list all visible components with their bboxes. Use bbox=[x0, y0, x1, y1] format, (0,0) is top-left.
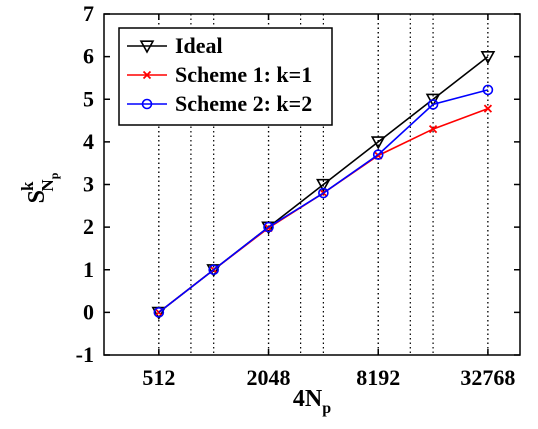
y-label-sup: k bbox=[18, 181, 37, 191]
y-label-sub: N bbox=[38, 179, 57, 192]
x-axis-label: 4Np bbox=[293, 386, 331, 417]
series-line bbox=[158, 107, 489, 314]
data-point bbox=[318, 187, 329, 199]
legend-marker bbox=[139, 40, 155, 54]
x-tick-label: 2048 bbox=[247, 365, 291, 390]
grid-lines bbox=[158, 14, 489, 355]
data-point bbox=[427, 99, 439, 110]
data-point bbox=[208, 264, 219, 276]
legend-marker bbox=[142, 70, 152, 80]
y-label-base: S bbox=[24, 190, 50, 203]
legend-item: Scheme 1: k=1 bbox=[127, 62, 312, 87]
y-tick-label: 7 bbox=[83, 1, 94, 26]
legend-box bbox=[118, 27, 333, 126]
axis-ticks: -1 0 1 2 3 4 5 6 7 512 2048 8192 32768 bbox=[76, 1, 520, 390]
data-point bbox=[372, 149, 384, 160]
data-point bbox=[370, 136, 386, 150]
y-tick-label: 6 bbox=[83, 44, 94, 69]
data-point bbox=[482, 84, 494, 96]
data-point bbox=[480, 51, 496, 65]
y-tick-label: 4 bbox=[83, 129, 94, 154]
x-label-sub: p bbox=[322, 400, 331, 417]
data-point bbox=[425, 93, 441, 107]
series-2 bbox=[153, 84, 494, 318]
x-tick-label: 512 bbox=[142, 365, 175, 390]
y-tick-label: 2 bbox=[83, 214, 94, 239]
y-tick-label: 1 bbox=[83, 257, 94, 282]
legend-label: Scheme 1: k=1 bbox=[175, 62, 312, 87]
x-label-base: 4N bbox=[293, 386, 323, 412]
y-tick-label: 0 bbox=[83, 299, 94, 324]
y-tick-label: -1 bbox=[76, 342, 94, 367]
legend-label: Ideal bbox=[175, 33, 223, 58]
legend-label: Scheme 2: k=2 bbox=[175, 91, 312, 116]
data-point bbox=[153, 307, 165, 318]
legend: Ideal Scheme 1: k=1 Scheme 2: k=2 bbox=[118, 27, 333, 126]
data-point bbox=[263, 221, 274, 233]
legend-marker bbox=[141, 98, 153, 110]
y-axis-label: SkNp bbox=[18, 172, 61, 203]
y-tick-label: 3 bbox=[83, 172, 94, 197]
data-point bbox=[316, 178, 331, 193]
series-line bbox=[158, 89, 489, 314]
data-point bbox=[428, 124, 438, 134]
y-label-subsub: p bbox=[47, 172, 61, 179]
x-tick-label: 32768 bbox=[460, 365, 515, 390]
data-point bbox=[483, 104, 493, 113]
plot-series bbox=[151, 51, 496, 321]
legend-item: Scheme 2: k=2 bbox=[127, 91, 312, 116]
y-tick-label: 5 bbox=[83, 86, 94, 111]
x-tick-label: 8192 bbox=[356, 365, 400, 390]
legend-item: Ideal bbox=[127, 33, 223, 58]
